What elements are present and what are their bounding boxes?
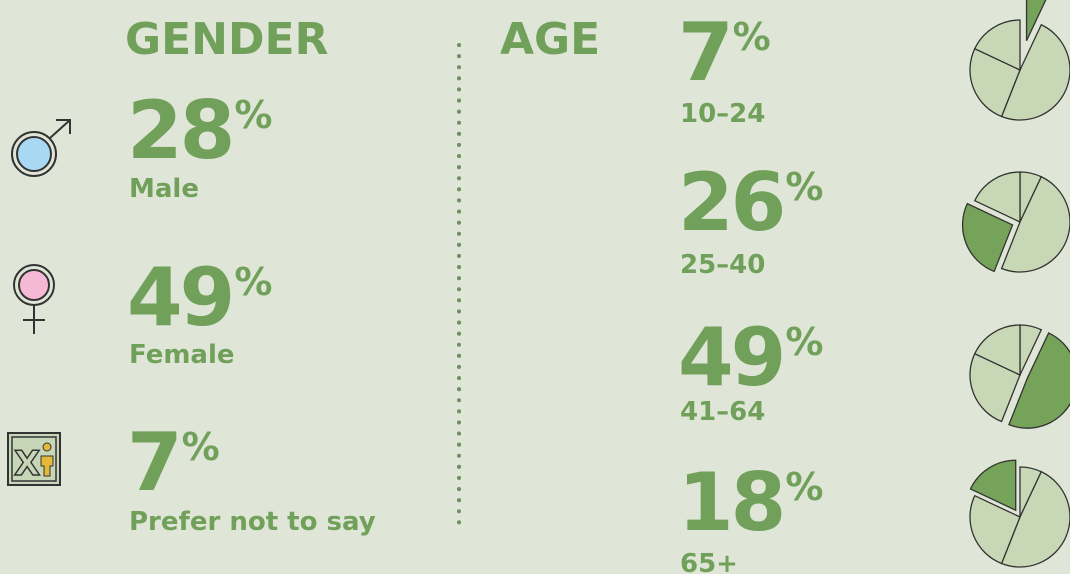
percent-sign: % bbox=[234, 260, 272, 304]
label: 65+ bbox=[680, 549, 738, 574]
female-icon bbox=[13, 264, 55, 334]
pie-slice bbox=[973, 19, 1021, 72]
pie-slice bbox=[973, 324, 1021, 377]
percent-sign: % bbox=[182, 425, 220, 469]
percent-value: 28 bbox=[127, 84, 232, 177]
pie-slice bbox=[1025, 0, 1047, 41]
pie-slice bbox=[1000, 470, 1070, 568]
pie-slice bbox=[969, 352, 1021, 423]
percent-sign: % bbox=[733, 15, 771, 59]
percent-sign: % bbox=[785, 465, 823, 509]
age-title: AGE bbox=[500, 14, 600, 65]
percent-value: 49 bbox=[127, 251, 232, 344]
pie-slice bbox=[969, 459, 1017, 512]
percent-value: 7 bbox=[678, 6, 731, 99]
label: Female bbox=[129, 340, 235, 370]
pie-slice bbox=[969, 47, 1021, 118]
label: Prefer not to say bbox=[129, 507, 376, 537]
nonbinary-icon: X bbox=[7, 432, 61, 486]
label: 10–24 bbox=[680, 99, 765, 129]
percent-sign: % bbox=[785, 165, 823, 209]
percent-value: 26 bbox=[678, 156, 783, 249]
percent-sign: % bbox=[234, 93, 272, 137]
pie-slice bbox=[1008, 332, 1070, 429]
percent-sign: % bbox=[785, 320, 823, 364]
male-icon bbox=[11, 119, 71, 177]
percent-value: 18 bbox=[678, 456, 783, 549]
label: 41–64 bbox=[680, 397, 765, 427]
pie-slice bbox=[969, 494, 1021, 565]
pie-slice bbox=[1000, 23, 1070, 121]
pie-slice bbox=[1000, 175, 1070, 273]
label: 25–40 bbox=[680, 250, 765, 280]
gender-title: GENDER bbox=[125, 14, 328, 65]
pie-slice bbox=[973, 171, 1021, 224]
svg-text:X: X bbox=[14, 444, 40, 484]
label: Male bbox=[129, 174, 199, 204]
pie-slice bbox=[961, 202, 1014, 273]
percent-value: 7 bbox=[127, 416, 180, 509]
percent-value: 49 bbox=[678, 311, 783, 404]
